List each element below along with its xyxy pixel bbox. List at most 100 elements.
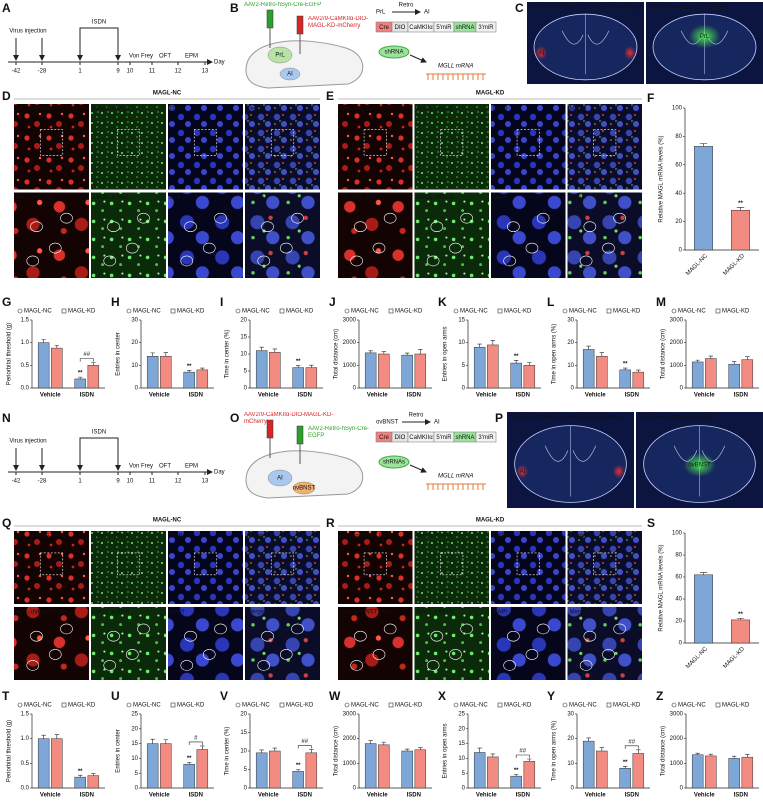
legend-marker <box>126 308 132 314</box>
bar <box>292 771 304 789</box>
micrograph-tile <box>567 531 642 604</box>
y-tick-label: 0.0 <box>21 386 30 392</box>
x-tick-label: Vehicle <box>149 793 170 799</box>
significance-label: ** <box>296 359 301 365</box>
chart: V MAGL-NC MAGL-KD 0 5 10 15 20 Time in center (%… <box>220 689 323 799</box>
channel-label: dAI→ovBNST PNs <box>340 610 390 616</box>
zoom-box <box>593 552 617 576</box>
bar <box>160 743 172 789</box>
treatment-label: ISDN <box>92 20 106 26</box>
bar <box>401 354 413 389</box>
micrograph-tile <box>567 104 642 190</box>
y-tick-label: 25 <box>458 712 465 718</box>
y-tick-label: 0 <box>679 248 683 254</box>
micrograph-tile <box>338 531 413 604</box>
legend-label: MAGL-NC <box>133 309 161 315</box>
zoom-box <box>593 129 617 156</box>
error-bar <box>513 774 519 777</box>
x-tick-label: Vehicle <box>258 393 279 399</box>
timeline: N -42 -28 1 9 10 11 12 13 Day Virus injection ISDN V… <box>2 411 225 484</box>
bar <box>37 738 50 789</box>
channel-label: Merge <box>570 610 588 616</box>
cell-outline <box>180 660 194 671</box>
y-tick-label: 20 <box>131 340 138 346</box>
bar <box>731 619 750 644</box>
panel-letter: F <box>647 91 654 105</box>
y-tick-label: 0 <box>462 786 466 792</box>
error-bar <box>259 346 264 351</box>
construct-label: shRNA <box>455 25 474 31</box>
cell-outline <box>426 660 440 671</box>
legend-label: MAGL-NC <box>24 309 52 315</box>
panel-letter: O <box>230 411 239 425</box>
y-tick-label: 3000 <box>670 318 684 324</box>
significance-label: ** <box>738 612 743 618</box>
knockdown-arrow <box>409 464 427 473</box>
x-tick-label: Vehicle <box>694 393 715 399</box>
cell-outline <box>579 255 593 267</box>
cell-outline <box>372 649 386 660</box>
x-tick-label: ISDN <box>80 793 94 799</box>
y-axis-label: Periorbital threshold (g) <box>7 323 13 385</box>
legend-marker <box>562 702 568 708</box>
legend-label: MAGL-KD <box>286 309 314 315</box>
channel-label: DAPI <box>170 534 184 540</box>
day-label: 10 <box>127 69 134 75</box>
panel-letter: U <box>111 689 120 703</box>
x-tick-label: ISDN <box>80 393 94 399</box>
bar <box>74 776 86 789</box>
legend-marker <box>715 308 721 314</box>
cell-outline <box>107 221 120 232</box>
panel-letter: X <box>438 689 446 703</box>
y-tick-label: 1.5 <box>21 712 30 718</box>
cell-outline <box>30 630 43 642</box>
significance-label: ** <box>514 354 519 360</box>
panel-letter: H <box>111 295 120 309</box>
x-tick-label: ISDN <box>298 393 312 399</box>
channel-label: MAGL mRNA <box>93 195 129 201</box>
bar <box>364 743 377 789</box>
bar <box>364 352 377 389</box>
error-bar <box>513 360 519 364</box>
zoom-box <box>440 552 464 576</box>
cell-outline <box>503 660 516 671</box>
legend-marker <box>279 308 285 314</box>
y-tick-label: 20 <box>240 712 247 718</box>
legend-label: MAGL-KD <box>613 703 641 709</box>
y-tick-label: 5 <box>462 771 466 777</box>
projection-target: AI <box>434 420 440 426</box>
y-tick-label: 40 <box>675 597 682 603</box>
y-tick-label: 30 <box>567 318 574 324</box>
bar <box>510 362 522 389</box>
y-tick-label: 20 <box>131 726 138 732</box>
bar <box>196 369 209 389</box>
bar <box>305 752 318 789</box>
panel-letter: V <box>220 689 228 703</box>
y-axis-label: Total distance (cm) <box>334 329 340 379</box>
bar <box>255 350 268 389</box>
comparison-label: ## <box>83 352 90 358</box>
test-label: OFT <box>159 464 171 470</box>
day-label: -42 <box>12 69 21 75</box>
zoom-box <box>116 552 141 576</box>
legend-marker <box>235 308 241 314</box>
y-tick-label: 60 <box>675 575 682 581</box>
construct-label: 5'miR <box>436 25 452 31</box>
cell-outline <box>60 212 73 224</box>
injection-label: Virus injection <box>9 439 46 445</box>
channel-label: dAI→ovBNST PNs <box>16 610 66 616</box>
x-tick-label: Vehicle <box>694 793 715 799</box>
panel-letter: W <box>329 689 341 703</box>
cell-outline <box>507 630 520 642</box>
error-bar <box>736 207 745 211</box>
legend-marker <box>279 702 285 708</box>
bar <box>691 361 704 389</box>
section-images: C AAV2/9-CaMKIIα-DIO-MAGL-KD-mCherry AI AAV… <box>515 1 763 84</box>
legend-label: MAGL-KD <box>722 309 750 315</box>
y-tick-label: 1000 <box>343 761 357 767</box>
x-tick-label: ISDN <box>625 393 639 399</box>
y-tick-label: 2000 <box>343 736 357 742</box>
y-tick-label: 2000 <box>670 736 684 742</box>
virus-label: AAV2-Retro-hSyn-Cre-EGFP <box>244 2 322 8</box>
